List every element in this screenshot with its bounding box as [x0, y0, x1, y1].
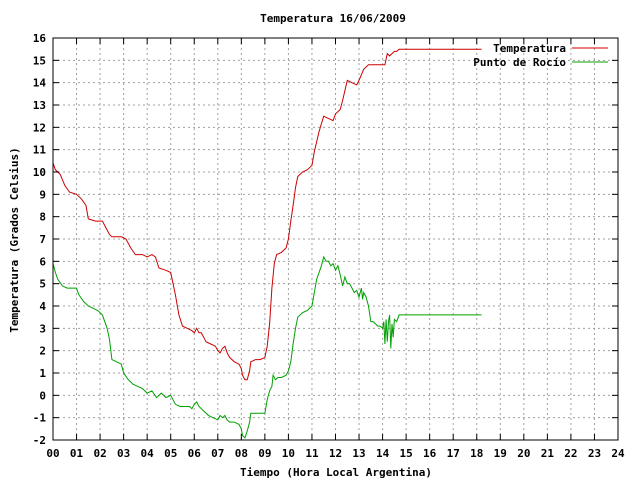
- x-tick-label: 18: [470, 447, 483, 460]
- x-tick-label: 14: [376, 447, 390, 460]
- grid: [53, 38, 618, 440]
- y-tick-label: 8: [39, 211, 46, 224]
- series-line-temperatura: [52, 48, 482, 381]
- x-axis-label: Tiempo (Hora Local Argentina): [240, 466, 432, 479]
- y-tick-label: 0: [39, 389, 46, 402]
- y-tick-label: -1: [33, 412, 47, 425]
- x-tick-label: 24: [611, 447, 625, 460]
- x-tick-label: 19: [494, 447, 507, 460]
- legend-label-temperatura: Temperatura: [493, 42, 566, 55]
- y-tick-label: 4: [39, 300, 46, 313]
- y-tick-label: 16: [33, 32, 47, 45]
- y-tick-label: 12: [33, 121, 46, 134]
- y-tick-label: 5: [39, 278, 46, 291]
- x-tick-label: 07: [211, 447, 224, 460]
- series-line-punto-de-rocio: [52, 255, 482, 439]
- x-tick-label: 06: [188, 447, 202, 460]
- y-tick-label: 2: [39, 345, 46, 358]
- x-tick-label: 09: [258, 447, 271, 460]
- y-tick-label: 1: [39, 367, 46, 380]
- x-tick-label: 02: [93, 447, 106, 460]
- y-tick-label: 6: [39, 255, 46, 268]
- plot-area: [52, 48, 482, 439]
- y-tick-label: 3: [39, 322, 46, 335]
- y-tick-label: 7: [39, 233, 46, 246]
- x-tick-label: 10: [282, 447, 295, 460]
- x-tick-label: 12: [329, 447, 342, 460]
- axis-ticks: [52, 37, 619, 441]
- x-tick-label: 17: [447, 447, 460, 460]
- chart-title: Temperatura 16/06/2009: [260, 12, 406, 25]
- y-axis-label: Temperatura (Grados Celsius): [8, 147, 21, 332]
- x-tick-label: 22: [564, 447, 577, 460]
- x-tick-label: 01: [70, 447, 84, 460]
- x-axis-tick-labels: 00 01 02 03 04 05 06 07 08 09 10 11 12 13 14 15 16 17 18 19…: [46, 447, 625, 460]
- y-tick-label: 13: [33, 99, 46, 112]
- legend-label-punto-de-rocio: Punto de Rocío: [473, 56, 566, 69]
- y-tick-label: 9: [39, 188, 46, 201]
- x-tick-label: 21: [541, 447, 555, 460]
- y-tick-label: -2: [33, 434, 46, 447]
- legend: Temperatura Punto de Rocío: [473, 42, 608, 69]
- x-tick-label: 23: [588, 447, 601, 460]
- x-tick-label: 16: [423, 447, 437, 460]
- x-tick-label: 03: [117, 447, 130, 460]
- x-tick-label: 15: [400, 447, 413, 460]
- y-tick-label: 14: [33, 77, 47, 90]
- y-tick-label: 11: [33, 144, 47, 157]
- x-tick-label: 08: [235, 447, 248, 460]
- x-tick-label: 13: [352, 447, 365, 460]
- x-tick-label: 00: [46, 447, 59, 460]
- y-tick-label: 10: [33, 166, 46, 179]
- x-tick-label: 05: [164, 447, 177, 460]
- x-tick-label: 20: [517, 447, 530, 460]
- x-tick-label: 04: [141, 447, 155, 460]
- y-tick-label: 15: [33, 54, 46, 67]
- x-tick-label: 11: [305, 447, 319, 460]
